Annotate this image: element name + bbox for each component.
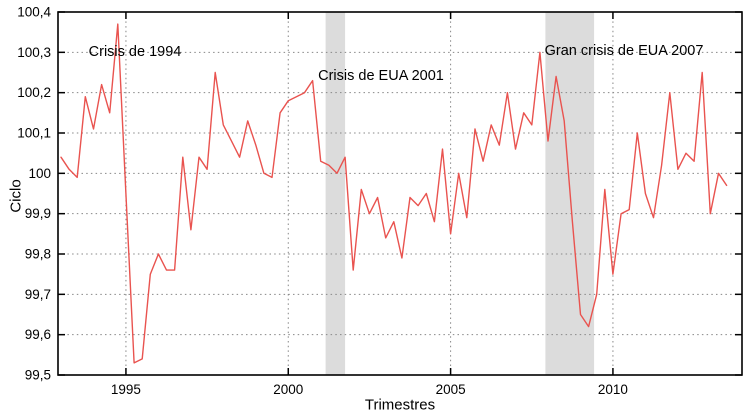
x-tick-label: 2010 xyxy=(598,382,628,397)
y-tick-label: 100,1 xyxy=(17,126,51,141)
y-tick-label: 99,5 xyxy=(25,368,51,383)
annotation-gran-crisis-eua-2007: Gran crisis de EUA 2007 xyxy=(544,43,704,59)
y-tick-label: 99,9 xyxy=(25,206,51,221)
y-tick-label: 100 xyxy=(28,166,51,181)
y-tick-label: 100,4 xyxy=(17,5,51,20)
y-tick-label: 99,8 xyxy=(25,247,51,262)
x-tick-label: 2000 xyxy=(273,382,303,397)
plot-border xyxy=(57,11,743,376)
y-tick-label: 99,7 xyxy=(25,287,51,302)
annotation-crisis-eua-2001: Crisis de EUA 2001 xyxy=(318,68,444,84)
data-line-ciclo xyxy=(60,23,728,364)
recession-band xyxy=(325,12,346,375)
x-axis-title: Trimestres xyxy=(364,396,436,414)
y-tick-label: 99,6 xyxy=(25,327,51,342)
annotation-crisis-1994: Crisis de 1994 xyxy=(88,44,182,60)
x-tick-label: 2005 xyxy=(436,382,466,397)
y-tick-label: 100,2 xyxy=(17,85,51,100)
x-tick-label: 1995 xyxy=(111,382,141,397)
y-tick-label: 100,3 xyxy=(17,45,51,60)
y-axis-title: Ciclo xyxy=(7,179,25,213)
